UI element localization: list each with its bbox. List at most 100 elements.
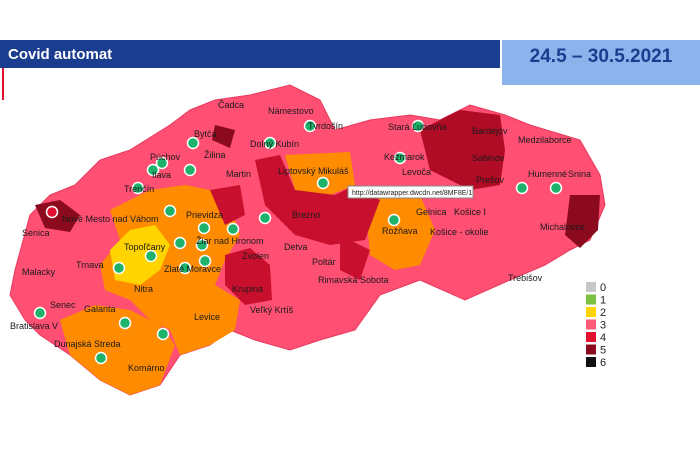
district-label: Gelnica xyxy=(416,207,447,217)
district-label: Košice - okolie xyxy=(430,227,489,237)
marker xyxy=(515,181,529,195)
marker xyxy=(186,136,200,150)
legend-label: 1 xyxy=(600,295,606,307)
legend-swatch xyxy=(586,332,596,342)
marker xyxy=(156,327,170,341)
district-label: Trnava xyxy=(76,260,104,270)
header-bar xyxy=(0,40,500,68)
legend-swatch xyxy=(586,307,596,317)
marker xyxy=(155,156,169,170)
marker xyxy=(195,238,209,252)
legend-swatch xyxy=(586,319,596,330)
accent-line xyxy=(2,68,4,100)
district-label: Martin xyxy=(226,169,251,179)
region-yellow xyxy=(110,225,170,285)
marker xyxy=(387,213,401,227)
district-label: Stará Ľubovňa xyxy=(388,122,447,132)
marker xyxy=(549,181,563,195)
district-label: Levoča xyxy=(402,167,431,177)
district-label: Prešov xyxy=(476,175,505,185)
district-label: Michalovce xyxy=(540,222,585,232)
district-label: Trenčín xyxy=(124,184,154,194)
marker xyxy=(144,249,158,263)
legend-label: 2 xyxy=(600,307,606,319)
region-orange-roznava xyxy=(365,195,435,270)
legend-label: 4 xyxy=(600,332,606,344)
header-title: Covid automat xyxy=(8,46,112,63)
date-box xyxy=(502,40,700,85)
legend-label: 5 xyxy=(600,345,606,357)
district-label: Senec xyxy=(50,300,76,310)
region-red-south xyxy=(340,235,370,280)
marker xyxy=(112,261,126,275)
district-label: Detva xyxy=(284,242,308,252)
marker xyxy=(146,163,160,177)
marker xyxy=(303,119,317,133)
district-label: Brezno xyxy=(292,210,321,220)
district-label: Trebišov xyxy=(508,273,543,283)
region-dark-michalovce xyxy=(565,195,600,248)
legend-swatch xyxy=(586,344,596,355)
district-labels: Čadca Námestovo Tvrdošín Stará Ľubovňa Barde… xyxy=(10,100,591,373)
region-dark-bytca xyxy=(212,125,235,148)
legend-swatch xyxy=(586,357,596,367)
district-label: Levice xyxy=(194,312,220,322)
marker xyxy=(197,221,211,235)
district-label: Nové Mesto nad Váhom xyxy=(62,214,159,224)
district-label: Topoľčany xyxy=(124,242,166,252)
legend-label: 6 xyxy=(600,357,606,369)
header-date: 24.5 – 30.5.2021 xyxy=(530,46,673,67)
marker xyxy=(226,222,240,236)
marker-selected xyxy=(45,205,59,219)
tooltip-url: http://datawrapper.dwcdn.net/8MF8E/1 xyxy=(352,190,472,197)
legend-swatch xyxy=(586,294,596,305)
marker xyxy=(33,306,47,320)
marker xyxy=(411,119,425,133)
district-label: Komárno xyxy=(128,363,165,373)
marker xyxy=(263,136,277,150)
district-label: Malacky xyxy=(22,267,56,277)
district-label: Bytča xyxy=(194,129,217,139)
marker xyxy=(183,163,197,177)
region-red-brezno xyxy=(255,155,380,245)
markers xyxy=(33,119,563,365)
district-label: Košice I xyxy=(454,207,486,217)
district-label: Púchov xyxy=(150,152,181,162)
district-label: Bardejov xyxy=(472,126,508,136)
marker xyxy=(258,211,272,225)
district-label: Senica xyxy=(22,228,50,238)
district-label: Zlaté Moravce xyxy=(164,264,221,274)
district-label: Ilava xyxy=(152,170,171,180)
district-label: Poltár xyxy=(312,257,336,267)
legend-swatch xyxy=(586,282,596,292)
district-label: Bratislava V xyxy=(10,321,58,331)
marker xyxy=(163,204,177,218)
marker xyxy=(118,316,132,330)
district-label: Žiar nad Hronom xyxy=(196,236,264,246)
district-label: Prievidza xyxy=(186,210,223,220)
legend-label: 3 xyxy=(600,320,606,332)
district-label: Sabinov xyxy=(472,153,505,163)
district-label: Veľký Krtíš xyxy=(250,305,294,315)
district-label: Snina xyxy=(568,169,591,179)
district-label: Galanta xyxy=(84,304,116,314)
region-dark-red-presov xyxy=(420,110,505,190)
marker xyxy=(94,351,108,365)
district-label: Humenné xyxy=(528,169,567,179)
district-label: Krupina xyxy=(232,284,263,294)
marker xyxy=(173,236,187,250)
marker xyxy=(393,151,407,165)
region-dark-nmnv xyxy=(35,200,80,232)
marker xyxy=(198,254,212,268)
district-label: Liptovský Mikuláš xyxy=(278,166,349,176)
region-orange-liptov xyxy=(285,152,355,195)
district-label: Medzilaborce xyxy=(518,135,572,145)
marker xyxy=(131,181,145,195)
district-label: Rožňava xyxy=(382,226,418,236)
tooltip-box xyxy=(347,185,474,199)
region-red-center xyxy=(210,185,245,225)
district-label: Námestovo xyxy=(268,106,314,116)
